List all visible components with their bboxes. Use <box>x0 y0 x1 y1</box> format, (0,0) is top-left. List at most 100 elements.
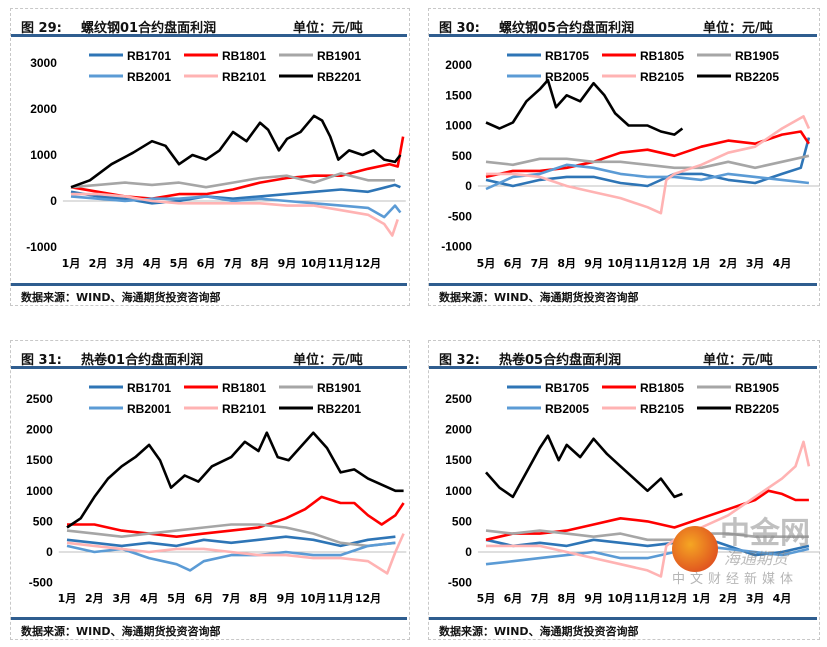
x-tick-label: 11月 <box>327 592 353 605</box>
source-note: 数据来源：WIND、海通期货投资咨询部 <box>21 291 221 304</box>
y-tick-label: 1500 <box>445 453 472 467</box>
y-tick-label: 1000 <box>30 148 57 162</box>
x-tick-label: 4月 <box>140 592 159 605</box>
legend-label: RB1801 <box>222 381 266 395</box>
header-rule <box>11 366 407 369</box>
x-tick-label: 4月 <box>773 257 792 270</box>
x-tick-label: 3月 <box>116 257 135 270</box>
legend-label: RB1905 <box>735 49 779 63</box>
footer-rule <box>11 283 407 286</box>
series-line-rb2005 <box>485 163 810 191</box>
legend-label: RB2105 <box>640 402 684 416</box>
y-tick-label: 0 <box>50 194 57 208</box>
legend-label: RB2005 <box>545 70 589 84</box>
legend-label: RB1801 <box>222 49 266 63</box>
x-tick-label: 2月 <box>719 592 738 605</box>
y-tick-label: 2500 <box>445 392 472 406</box>
watermark-name: 中金网 <box>720 517 810 550</box>
legend-label: RB1805 <box>640 49 684 63</box>
chart-panel-3: 图 31: 热卷01合约盘面利润 单位：元/吨 数据来源：WIND、海通期货投资咨询部… <box>10 340 410 640</box>
y-tick-label: 3000 <box>30 56 57 70</box>
x-tick-label: 1月 <box>692 592 711 605</box>
legend-label: RB1805 <box>640 381 684 395</box>
x-tick-label: 10月 <box>607 257 633 270</box>
series-line-rb1801 <box>67 495 405 538</box>
footer-rule <box>429 617 817 620</box>
y-tick-label: 2000 <box>30 102 57 116</box>
x-tick-label: 3月 <box>746 592 765 605</box>
y-tick-label: 0 <box>465 545 472 559</box>
y-tick-label: 0 <box>46 545 53 559</box>
x-tick-label: 10月 <box>300 592 326 605</box>
watermark-tag: 中文财经新媒体 <box>672 571 799 586</box>
legend-label: RB2105 <box>640 70 684 84</box>
y-tick-label: -500 <box>29 576 53 590</box>
legend-label: RB1701 <box>127 49 171 63</box>
series-line-rb2105 <box>486 440 811 578</box>
y-tick-label: 1500 <box>26 453 53 467</box>
x-tick-label: 7月 <box>224 257 243 270</box>
series-line-rb2001 <box>70 195 402 219</box>
x-tick-label: 7月 <box>530 592 549 605</box>
chart-panel-2: 图 30: 螺纹钢05合约盘面利润 单位：元/吨 数据来源：WIND、海通期货投资咨询… <box>428 8 820 306</box>
series-line-rb2001 <box>66 541 396 572</box>
x-tick-label: 3月 <box>746 257 765 270</box>
legend-label: RB2205 <box>735 402 779 416</box>
series-line-rb1705 <box>485 535 810 557</box>
x-tick-label: 12月 <box>355 592 381 605</box>
series-line-rb2101 <box>66 533 405 575</box>
legend-label: RB2205 <box>735 70 779 84</box>
unit-label: 单位：元/吨 <box>293 21 363 36</box>
y-tick-label: 500 <box>33 514 53 528</box>
y-tick-label: 2500 <box>26 392 53 406</box>
unit-label: 单位：元/吨 <box>703 353 773 368</box>
series-line-rb2201 <box>66 431 404 529</box>
unit-label: 单位：元/吨 <box>703 21 773 36</box>
series-line-rb1701 <box>66 535 396 548</box>
legend-label: RB2201 <box>317 70 361 84</box>
x-tick-label: 1月 <box>58 592 77 605</box>
legend-label: RB1705 <box>545 49 589 63</box>
series-line-rb1905 <box>485 529 809 542</box>
x-tick-label: 1月 <box>62 257 81 270</box>
chart-svg: 2500 2000 1500 1000 500 0 -500 5月 6月 7月 8月 9月 10月 11月… <box>445 381 820 605</box>
x-tick-label: 1月 <box>692 257 711 270</box>
series-line-rb1901 <box>66 523 396 548</box>
figure-number: 图 31: <box>21 353 62 368</box>
chart-svg: 2000 1500 1000 500 0 -500 -1000 5月 6月 7月 8月 9月 10月 11… <box>441 49 820 270</box>
series-line-rb2005 <box>485 544 810 566</box>
legend-label: RB1701 <box>127 381 171 395</box>
x-tick-label: 7月 <box>530 257 549 270</box>
legend-label: RB1705 <box>545 381 589 395</box>
y-tick-label: 2000 <box>445 58 472 72</box>
legend-label: RB2101 <box>222 402 266 416</box>
x-tick-label: 5月 <box>167 592 186 605</box>
x-tick-label: 9月 <box>278 257 297 270</box>
watermark: 中金网 海通期货 中文财经新媒体 <box>672 518 822 586</box>
y-tick-label: 1000 <box>26 484 53 498</box>
x-tick-label: 6月 <box>197 257 216 270</box>
y-tick-label: 0 <box>465 179 472 193</box>
y-tick-label: 500 <box>452 514 472 528</box>
footer-rule <box>11 617 407 620</box>
legend-label: RB1901 <box>317 381 361 395</box>
x-tick-label: 6月 <box>504 257 523 270</box>
series-line-rb2101 <box>71 192 399 237</box>
legend-label: RB1905 <box>735 381 779 395</box>
footer-rule <box>429 283 817 286</box>
series-line-rb2201 <box>70 114 402 189</box>
legend-label: RB1901 <box>317 49 361 63</box>
chart-panel-1: 图 29: 螺纹钢01合约盘面利润 单位：元/吨 数据来源：WIND、海通期货投资咨询… <box>10 8 410 306</box>
chart-title: 热卷01合约盘面利润 <box>81 353 204 368</box>
x-tick-label: 5月 <box>477 592 496 605</box>
y-tick-label: 500 <box>452 149 472 163</box>
series-line-rb2205 <box>485 434 683 499</box>
y-tick-label: 1500 <box>445 88 472 102</box>
x-tick-label: 8月 <box>251 257 270 270</box>
figure-number: 图 32: <box>439 353 480 368</box>
series-line-rb1901 <box>70 172 395 189</box>
series-line-rb2205 <box>485 78 684 136</box>
watermark-sub: 海通期货 <box>724 551 789 568</box>
x-tick-label: 10月 <box>607 592 633 605</box>
